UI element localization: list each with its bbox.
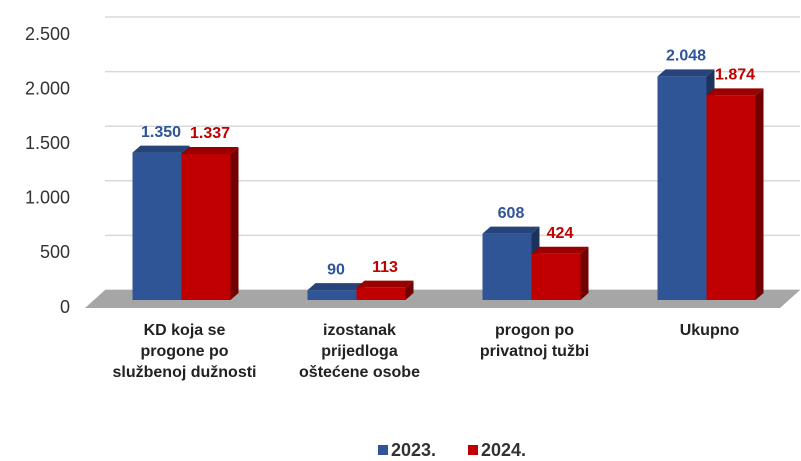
bar-top: [657, 69, 715, 77]
legend-swatch: [468, 445, 478, 455]
bar: [132, 145, 190, 300]
bar-side: [230, 146, 239, 300]
bar-front: [181, 153, 231, 300]
x-tick-label: izostanak prijedloga oštećene osobe: [299, 322, 420, 381]
x-tick-label: progon po privatnoj tužbi: [479, 322, 590, 360]
bar: [356, 280, 414, 300]
data-label: 424: [547, 225, 574, 242]
bar: [482, 226, 540, 300]
y-tick-label: 1.000: [25, 188, 70, 208]
data-label: 1.337: [190, 125, 230, 142]
legend-label: 2024.: [481, 440, 526, 460]
data-label: 1.874: [715, 67, 755, 84]
bar-side: [755, 88, 764, 301]
y-tick-label: 0: [60, 297, 70, 317]
bar-side: [405, 280, 414, 300]
bar-front: [307, 290, 357, 300]
data-label: 113: [372, 259, 398, 276]
data-label: 90: [327, 261, 345, 278]
bar: [307, 283, 365, 300]
y-tick-label: 2.000: [25, 78, 70, 98]
y-tick-label: 1.500: [25, 133, 70, 153]
bar-side: [580, 246, 589, 300]
bar-front: [356, 287, 406, 300]
bar: [706, 88, 764, 301]
x-tick-label: KD koja se progone po službenoj dužnosti: [112, 322, 257, 381]
y-tick-label: 2.500: [25, 24, 70, 44]
bar: [531, 246, 589, 300]
data-label: 1.350: [141, 124, 181, 141]
bar-top: [356, 280, 414, 288]
bar-front: [657, 76, 707, 300]
bar-front: [531, 253, 581, 300]
data-label: 608: [498, 205, 525, 222]
y-tick-label: 500: [40, 242, 70, 262]
bar-front: [706, 95, 756, 301]
legend-swatch: [378, 445, 388, 455]
bar: [181, 146, 239, 300]
data-label: 2.048: [666, 48, 706, 65]
floor: [85, 290, 800, 308]
bar: [657, 69, 715, 300]
bar-top: [132, 145, 190, 153]
bar-front: [482, 233, 532, 300]
bar-top: [531, 246, 589, 254]
bar-top: [181, 146, 239, 154]
x-tick-label: Ukupno: [679, 322, 740, 339]
bar-top: [706, 88, 764, 96]
bar-top: [482, 226, 540, 234]
legend-label: 2023.: [391, 440, 436, 460]
bar-front: [132, 152, 182, 300]
bar-top: [307, 283, 365, 291]
